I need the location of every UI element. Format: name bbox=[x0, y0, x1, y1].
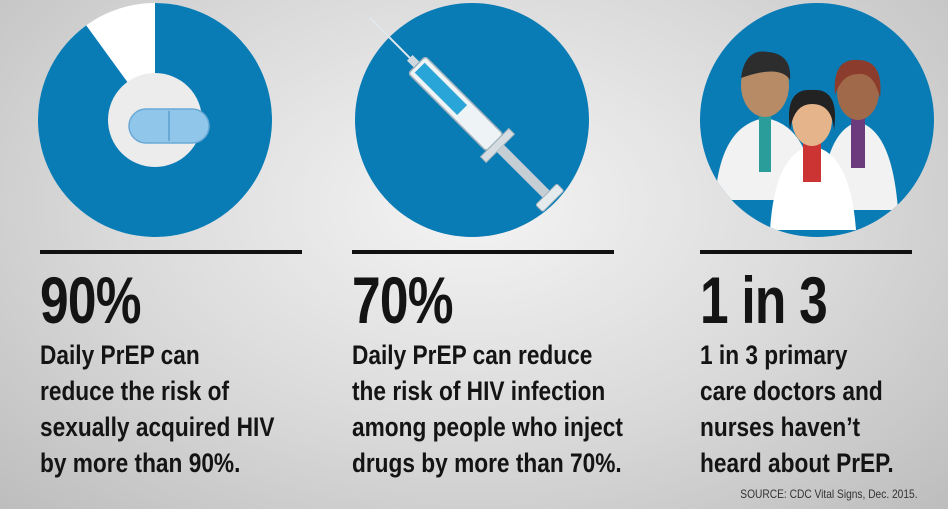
description-line: Daily PrEP can reduce bbox=[352, 340, 593, 370]
description-line: drugs by more than 70%. bbox=[352, 448, 622, 478]
divider bbox=[40, 250, 302, 254]
syringe bbox=[368, 16, 564, 212]
description-line: care doctors and bbox=[700, 376, 883, 406]
description-line: Daily PrEP can bbox=[40, 340, 200, 370]
description-line: heard about PrEP. bbox=[700, 448, 894, 478]
stat: 90% bbox=[40, 263, 141, 337]
description-line: by more than 90%. bbox=[40, 448, 241, 478]
divider bbox=[700, 250, 912, 254]
description-line: reduce the risk of bbox=[40, 376, 230, 406]
source: SOURCE: CDC Vital Signs, Dec. 2015. bbox=[740, 487, 918, 501]
description-line: the risk of HIV infection bbox=[352, 376, 606, 406]
divider bbox=[352, 250, 614, 254]
description-line: sexually acquired HIV bbox=[40, 412, 275, 442]
description-line: 1 in 3 primary bbox=[700, 340, 848, 370]
description-line: nurses haven’t bbox=[700, 412, 861, 442]
stat: 1 in 3 bbox=[700, 263, 828, 337]
description-line: among people who inject bbox=[352, 412, 623, 442]
people bbox=[715, 51, 898, 230]
stat: 70% bbox=[352, 263, 453, 337]
